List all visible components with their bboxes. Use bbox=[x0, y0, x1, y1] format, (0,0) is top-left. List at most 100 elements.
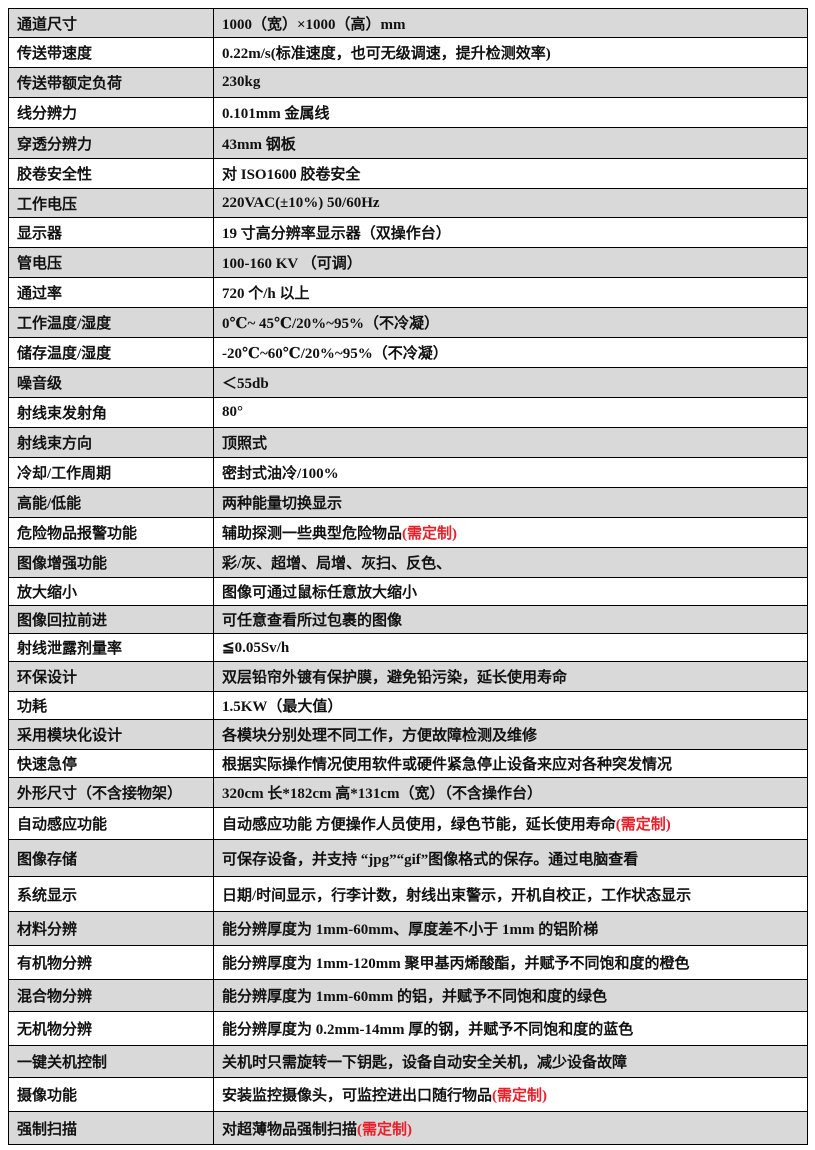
table-row: 摄像功能 安装监控摄像头，可监控进出口随行物品(需定制) bbox=[8, 1077, 808, 1112]
spec-value-text: ＜55db bbox=[222, 376, 269, 392]
spec-label: 传送带速度 bbox=[8, 37, 214, 68]
table-row: 危险物品报警功能 辅助探测一些典型危险物品(需定制) bbox=[8, 517, 808, 548]
spec-value: 顶照式 bbox=[213, 427, 808, 458]
spec-value-text: 辅助探测一些典型危险物品 bbox=[222, 526, 403, 542]
spec-label: 无机物分辨 bbox=[8, 1011, 214, 1046]
spec-label: 系统显示 bbox=[8, 876, 214, 912]
spec-label: 射线泄露剂量率 bbox=[8, 633, 214, 662]
table-row: 管电压 100-160 KV （可调） bbox=[8, 247, 808, 278]
table-row: 功耗 1.5KW（最大值） bbox=[8, 691, 808, 720]
spec-value: 安装监控摄像头，可监控进出口随行物品(需定制) bbox=[213, 1077, 808, 1112]
table-row: 强制扫描 对超薄物品强制扫描(需定制) bbox=[8, 1111, 808, 1145]
table-row: 射线束方向 顶照式 bbox=[8, 427, 808, 458]
spec-label: 通道尺寸 bbox=[8, 8, 214, 38]
spec-value: 0℃~ 45℃/20%~95%（不冷凝） bbox=[213, 307, 808, 338]
spec-value-text: 19 寸高分辨率显示器（双操作台） bbox=[222, 226, 451, 242]
spec-label: 图像存储 bbox=[8, 839, 214, 877]
custom-order-note: (需定制) bbox=[492, 1088, 548, 1104]
spec-value: 自动感应功能 方便操作人员使用，绿色节能，延长使用寿命(需定制) bbox=[213, 807, 808, 840]
spec-value: 日期/时间显示，行李计数，射线出束警示，开机自校正，工作状态显示 bbox=[213, 876, 808, 912]
table-row: 图像存储 可保存设备，并支持 “jpg”“gif”图像格式的保存。通过电脑查看 bbox=[8, 839, 808, 877]
spec-value-text: 对超薄物品强制扫描 bbox=[222, 1121, 358, 1138]
spec-label: 管电压 bbox=[8, 247, 214, 278]
spec-value: 19 寸高分辨率显示器（双操作台） bbox=[213, 217, 808, 248]
table-row: 快速急停 根据实际操作情况使用软件或硬件紧急停止设备来应对各种突发情况 bbox=[8, 749, 808, 778]
custom-order-note: (需定制) bbox=[357, 1121, 413, 1138]
table-row: 传送带速度 0.22m/s(标准速度，也可无级调速，提升检测效率) bbox=[8, 37, 808, 68]
spec-value: 能分辨厚度为 0.2mm-14mm 厚的钢，并赋予不同饱和度的蓝色 bbox=[213, 1011, 808, 1046]
spec-value: 密封式油冷/100% bbox=[213, 457, 808, 488]
spec-value: 0.22m/s(标准速度，也可无级调速，提升检测效率) bbox=[213, 37, 808, 68]
spec-value-text: 日期/时间显示，行李计数，射线出束警示，开机自校正，工作状态显示 bbox=[222, 887, 692, 904]
table-row: 通道尺寸 1000（宽）×1000（高）mm bbox=[8, 8, 808, 38]
table-row: 工作温度/湿度 0℃~ 45℃/20%~95%（不冷凝） bbox=[8, 307, 808, 338]
spec-value: 对超薄物品强制扫描(需定制) bbox=[213, 1111, 808, 1145]
table-row: 混合物分辨 能分辨厚度为 1mm-60mm 的铝，并赋予不同饱和度的绿色 bbox=[8, 979, 808, 1012]
spec-label: 自动感应功能 bbox=[8, 807, 214, 840]
table-row: 一键关机控制 关机时只需旋转一下钥匙，设备自动安全关机，减少设备故障 bbox=[8, 1045, 808, 1078]
spec-value-text: 100-160 KV （可调） bbox=[222, 256, 362, 272]
spec-value: 能分辨厚度为 1mm-120mm 聚甲基丙烯酸酯，并赋予不同饱和度的橙色 bbox=[213, 945, 808, 980]
custom-order-note: (需定制) bbox=[402, 526, 458, 542]
spec-label: 混合物分辨 bbox=[8, 979, 214, 1012]
table-row: 有机物分辨 能分辨厚度为 1mm-120mm 聚甲基丙烯酸酯，并赋予不同饱和度的橙… bbox=[8, 945, 808, 980]
table-row: 采用模块化设计 各模块分别处理不同工作，方便故障检测及维修 bbox=[8, 719, 808, 750]
spec-label: 高能/低能 bbox=[8, 487, 214, 518]
table-row: 穿透分辨力 43mm 钢板 bbox=[8, 127, 808, 159]
spec-label: 噪音级 bbox=[8, 367, 214, 398]
spec-value: 关机时只需旋转一下钥匙，设备自动安全关机，减少设备故障 bbox=[213, 1045, 808, 1078]
table-row: 系统显示 日期/时间显示，行李计数，射线出束警示，开机自校正，工作状态显示 bbox=[8, 876, 808, 912]
table-row: 射线泄露剂量率 ≦0.05Sv/h bbox=[8, 633, 808, 662]
spec-value: 0.101mm 金属线 bbox=[213, 97, 808, 128]
spec-value-text: 根据实际操作情况使用软件或硬件紧急停止设备来应对各种突发情况 bbox=[222, 757, 673, 773]
spec-value: -20℃~60℃/20%~95%（不冷凝） bbox=[213, 337, 808, 368]
spec-label: 胶卷安全性 bbox=[8, 158, 214, 189]
spec-value-text: 0.22m/s(标准速度，也可无级调速，提升检测效率) bbox=[222, 46, 551, 62]
spec-value: 对 ISO1600 胶卷安全 bbox=[213, 158, 808, 189]
spec-label: 线分辨力 bbox=[8, 97, 214, 128]
spec-value-text: 能分辨厚度为 0.2mm-14mm 厚的钢，并赋予不同饱和度的蓝色 bbox=[222, 1022, 634, 1038]
spec-label: 工作温度/湿度 bbox=[8, 307, 214, 338]
spec-value-text: 自动感应功能 方便操作人员使用，绿色节能，延长使用寿命 bbox=[222, 817, 616, 833]
table-row: 射线束发射角 80° bbox=[8, 397, 808, 428]
spec-label: 强制扫描 bbox=[8, 1111, 214, 1145]
spec-label: 射线束发射角 bbox=[8, 397, 214, 428]
spec-value-text: 安装监控摄像头，可监控进出口随行物品 bbox=[222, 1088, 493, 1104]
spec-label: 有机物分辨 bbox=[8, 945, 214, 980]
spec-value: 1000（宽）×1000（高）mm bbox=[213, 8, 808, 38]
spec-value-text: 密封式油冷/100% bbox=[222, 466, 339, 482]
spec-label: 穿透分辨力 bbox=[8, 127, 214, 159]
spec-value: 根据实际操作情况使用软件或硬件紧急停止设备来应对各种突发情况 bbox=[213, 749, 808, 778]
table-row: 图像回拉前进 可任意查看所过包裹的图像 bbox=[8, 605, 808, 634]
spec-value-text: 0℃~ 45℃/20%~95%（不冷凝） bbox=[222, 316, 439, 332]
spec-value: ≦0.05Sv/h bbox=[213, 633, 808, 662]
spec-value-text: 能分辨厚度为 1mm-60mm、厚度差不小于 1mm 的铝阶梯 bbox=[222, 922, 599, 938]
spec-value-text: 可保存设备，并支持 “jpg”“gif”图像格式的保存。通过电脑查看 bbox=[222, 851, 639, 868]
spec-label: 图像回拉前进 bbox=[8, 605, 214, 634]
spec-value: 两种能量切换显示 bbox=[213, 487, 808, 518]
table-row: 环保设计 双层铅帘外镀有保护膜，避免铅污染，延长使用寿命 bbox=[8, 661, 808, 692]
table-row: 放大缩小 图像可通过鼠标任意放大缩小 bbox=[8, 577, 808, 606]
spec-value: 彩/灰、超增、局增、灰扫、反色、 bbox=[213, 547, 808, 578]
spec-label: 放大缩小 bbox=[8, 577, 214, 606]
table-row: 高能/低能 两种能量切换显示 bbox=[8, 487, 808, 518]
spec-value-text: 可任意查看所过包裹的图像 bbox=[222, 613, 403, 629]
table-row: 材料分辨 能分辨厚度为 1mm-60mm、厚度差不小于 1mm 的铝阶梯 bbox=[8, 911, 808, 946]
table-row: 图像增强功能 彩/灰、超增、局增、灰扫、反色、 bbox=[8, 547, 808, 578]
spec-value: 能分辨厚度为 1mm-60mm、厚度差不小于 1mm 的铝阶梯 bbox=[213, 911, 808, 946]
spec-value: 1.5KW（最大值） bbox=[213, 691, 808, 720]
spec-label: 冷却/工作周期 bbox=[8, 457, 214, 488]
spec-label: 射线束方向 bbox=[8, 427, 214, 458]
table-row: 传送带额定负荷 230kg bbox=[8, 67, 808, 98]
table-row: 工作电压 220VAC(±10%) 50/60Hz bbox=[8, 188, 808, 218]
table-row: 外形尺寸（不含接物架） 320cm 长*182cm 高*131cm（宽）（不含操作… bbox=[8, 777, 808, 808]
spec-value-text: 双层铅帘外镀有保护膜，避免铅污染，延长使用寿命 bbox=[222, 670, 568, 686]
table-row: 显示器 19 寸高分辨率显示器（双操作台） bbox=[8, 217, 808, 248]
table-row: 噪音级 ＜55db bbox=[8, 367, 808, 398]
spec-label: 工作电压 bbox=[8, 188, 214, 218]
spec-value-text: 1000（宽）×1000（高）mm bbox=[222, 16, 406, 33]
spec-value-text: 各模块分别处理不同工作，方便故障检测及维修 bbox=[222, 728, 538, 744]
spec-value-text: 图像可通过鼠标任意放大缩小 bbox=[222, 585, 418, 601]
spec-label: 储存温度/湿度 bbox=[8, 337, 214, 368]
spec-value: 230kg bbox=[213, 67, 808, 98]
